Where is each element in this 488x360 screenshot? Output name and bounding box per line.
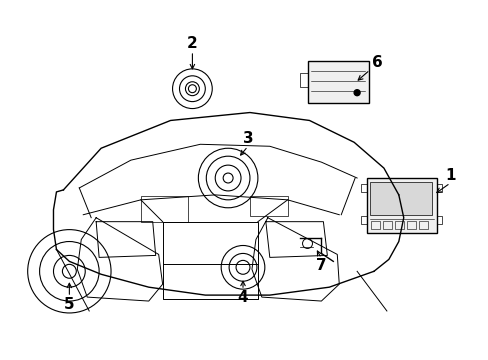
Bar <box>406 221 415 229</box>
Bar <box>141 196 188 222</box>
Bar <box>370 221 379 229</box>
Text: 6: 6 <box>371 55 382 71</box>
Bar <box>394 221 403 229</box>
Text: 3: 3 <box>242 131 253 146</box>
Text: 2: 2 <box>186 36 197 50</box>
Bar <box>299 73 307 87</box>
Text: 4: 4 <box>237 289 248 305</box>
Text: 5: 5 <box>64 297 75 311</box>
Bar <box>436 184 442 192</box>
Text: 1: 1 <box>444 167 455 183</box>
Bar <box>418 221 427 229</box>
Bar <box>307 61 368 103</box>
Bar <box>436 216 442 224</box>
Bar <box>360 216 366 224</box>
Bar <box>366 178 436 233</box>
Bar <box>360 184 366 192</box>
Circle shape <box>353 90 359 96</box>
Bar <box>369 182 431 215</box>
Bar <box>249 196 287 216</box>
Bar <box>382 221 391 229</box>
Text: 7: 7 <box>315 258 326 273</box>
